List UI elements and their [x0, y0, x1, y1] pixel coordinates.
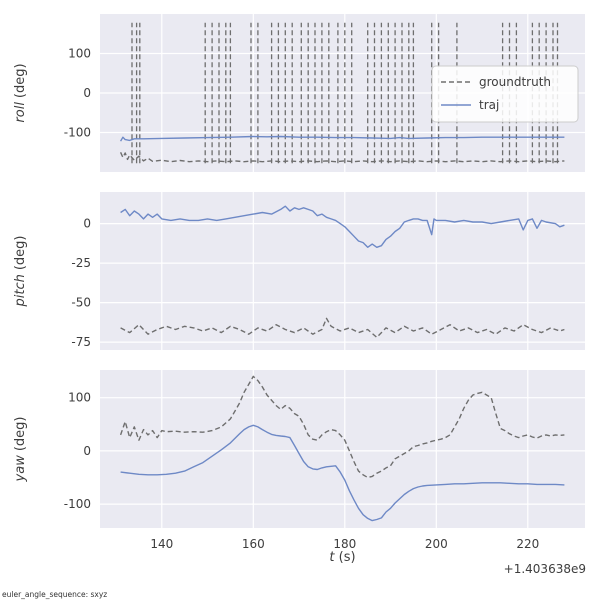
x-tick-label: 160 — [242, 537, 265, 551]
x-tick-label: 200 — [425, 537, 448, 551]
legend-box — [431, 65, 579, 123]
y-tick-label: -75 — [71, 335, 91, 349]
y-tick-label: -25 — [71, 256, 91, 270]
y-tick-label: 100 — [68, 47, 91, 61]
y-tick-label: -100 — [64, 497, 91, 511]
series-traj — [119, 135, 565, 142]
yaw-y-axis-label: yaw(deg) — [13, 417, 28, 483]
y-tick-label: 0 — [83, 86, 91, 100]
series-traj — [120, 424, 565, 522]
roll-y-axis-label: roll(deg) — [13, 63, 28, 122]
x-axis-label: t (s) — [100, 550, 585, 565]
x-axis-label-var: t — [329, 550, 335, 565]
yaw-subplot: 100 0 -100 140 160 180 200 220 yaw(deg) — [0, 370, 600, 562]
axis-offset-text: +1.403638e9 — [503, 562, 586, 576]
pitch-y-axis-label: pitch(deg) — [13, 235, 28, 307]
legend: groundtruth traj — [431, 65, 579, 123]
plot-area — [100, 192, 585, 350]
series-groundtruth — [119, 375, 565, 479]
roll-subplot: 100 0 -100 roll(deg) groundtruth traj — [0, 14, 600, 180]
x-tick-label: 220 — [516, 537, 539, 551]
y-tick-label: 0 — [83, 217, 91, 231]
y-tick-label: 100 — [68, 391, 91, 405]
footer-note: euler_angle_sequence: sxyz — [2, 590, 108, 599]
y-tick-label: 0 — [83, 444, 91, 458]
x-axis-label-unit: (s) — [334, 550, 356, 565]
legend-label: traj — [479, 98, 499, 112]
pitch-plot-svg: 0 -25 -50 -75 pitch(deg) — [13, 192, 585, 350]
y-tick-label: -50 — [71, 296, 91, 310]
legend-label: groundtruth — [479, 75, 551, 89]
series-groundtruth — [120, 317, 565, 339]
yaw-plot-svg: 100 0 -100 140 160 180 200 220 yaw(deg) — [13, 370, 585, 551]
plot-area — [100, 370, 585, 528]
x-tick-label: 140 — [150, 537, 173, 551]
y-tick-label: -100 — [64, 126, 91, 140]
x-tick-label: 180 — [333, 537, 356, 551]
series-groundtruth — [119, 152, 565, 163]
series-traj — [120, 205, 565, 248]
pitch-subplot: 0 -25 -50 -75 pitch(deg) — [0, 192, 600, 358]
roll-plot-svg: 100 0 -100 roll(deg) groundtruth traj — [13, 14, 585, 172]
